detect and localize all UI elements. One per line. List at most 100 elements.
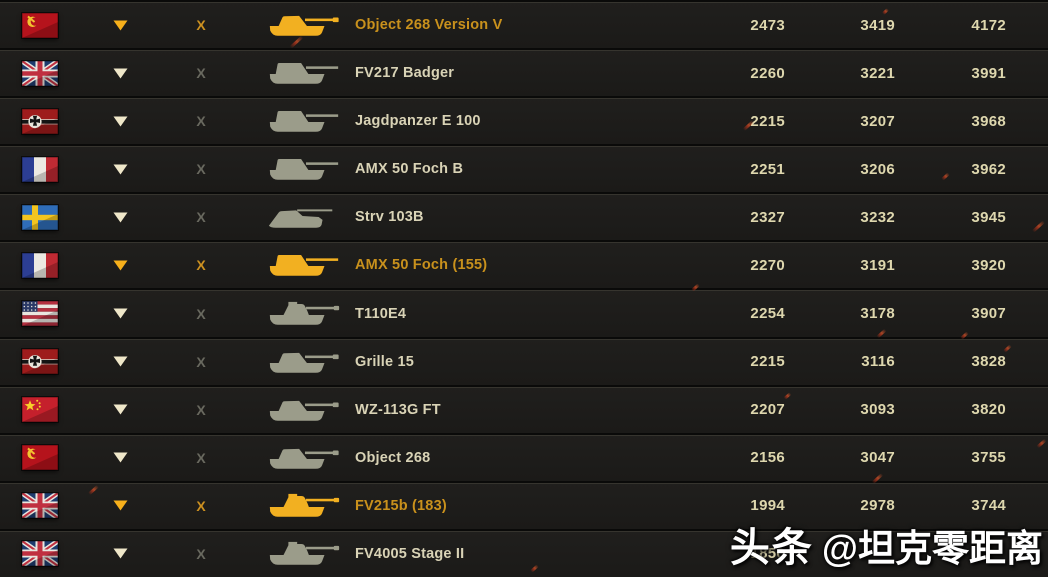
table-row[interactable]: X FV217 Badger 2260 3221 3991 bbox=[0, 48, 1048, 97]
stat-value-3: 3820 bbox=[971, 401, 1006, 419]
table-row[interactable]: X AMX 50 Foch (155) 2270 3191 3920 bbox=[0, 240, 1048, 289]
sort-cell bbox=[80, 68, 160, 79]
tank-silhouette-turreted bbox=[264, 539, 344, 569]
table-row[interactable]: X Object 268 2156 3047 3755 bbox=[0, 432, 1048, 481]
table-row[interactable]: X FV215b (183) 1994 2978 3744 bbox=[0, 480, 1048, 529]
tank-icon-cell bbox=[242, 10, 352, 40]
table-row[interactable]: X Object 268 Version V 2473 3419 4172 bbox=[0, 0, 1048, 49]
tank-name: Object 268 bbox=[355, 449, 431, 466]
sort-cell bbox=[80, 548, 160, 559]
ussr-flag bbox=[22, 12, 58, 38]
flag-cell bbox=[0, 252, 80, 278]
tank-silhouette-casemate-long bbox=[264, 10, 344, 40]
triangle-down-icon[interactable] bbox=[113, 452, 128, 463]
tank-name: AMX 50 Foch (155) bbox=[355, 257, 488, 274]
remove-cell: X bbox=[160, 161, 242, 177]
uk-flag bbox=[22, 493, 58, 519]
flag-cell bbox=[0, 541, 80, 567]
sort-cell bbox=[80, 212, 160, 223]
flag-cell bbox=[0, 445, 80, 471]
stat-value-2: 3116 bbox=[861, 353, 895, 371]
watermark-prefix: 头条 bbox=[729, 526, 814, 570]
table-row[interactable]: X FV4005 Stage II 1850 bbox=[0, 528, 1048, 577]
triangle-down-icon[interactable] bbox=[113, 500, 128, 511]
tank-name: WZ-113G FT bbox=[355, 401, 441, 418]
triangle-down-icon[interactable] bbox=[113, 308, 128, 319]
tank-silhouette-casemate-long bbox=[264, 395, 344, 425]
triangle-down-icon[interactable] bbox=[113, 260, 128, 271]
stat-value-2: 3221 bbox=[860, 64, 895, 82]
triangle-down-icon[interactable] bbox=[113, 164, 128, 175]
triangle-down-icon[interactable] bbox=[113, 548, 128, 559]
tank-silhouette-boxy bbox=[264, 58, 344, 88]
stat-value-1: 2260 bbox=[750, 64, 785, 82]
table-row[interactable]: X WZ-113G FT 2207 3093 3820 bbox=[0, 384, 1048, 433]
tank-silhouette-turreted bbox=[264, 299, 344, 329]
stat-value-3: 3962 bbox=[971, 160, 1006, 178]
triangle-down-icon[interactable] bbox=[113, 68, 128, 79]
flag-cell bbox=[0, 204, 80, 230]
tank-silhouette-boxy bbox=[264, 106, 344, 136]
uk-flag bbox=[22, 541, 58, 567]
remove-x-button[interactable]: X bbox=[196, 17, 206, 34]
sort-cell bbox=[80, 500, 160, 511]
tank-silhouette-casemate-long bbox=[264, 443, 344, 473]
remove-x-button[interactable]: X bbox=[196, 353, 206, 370]
remove-cell: X bbox=[160, 17, 242, 33]
flag-cell bbox=[0, 156, 80, 182]
tank-name: AMX 50 Foch B bbox=[355, 161, 464, 178]
stat-value-2: 2978 bbox=[860, 497, 895, 515]
stat-value-1: 2270 bbox=[750, 256, 785, 274]
tank-icon-cell bbox=[242, 202, 352, 232]
table-row[interactable]: X T110E4 2254 3178 3907 bbox=[0, 288, 1048, 337]
tank-name: Grille 15 bbox=[355, 353, 415, 370]
remove-cell: X bbox=[160, 209, 242, 225]
remove-x-button[interactable]: X bbox=[196, 161, 206, 178]
tank-icon-cell bbox=[242, 539, 352, 569]
triangle-down-icon[interactable] bbox=[113, 20, 128, 31]
remove-x-button[interactable]: X bbox=[196, 401, 206, 418]
remove-cell: X bbox=[160, 498, 242, 514]
china-flag bbox=[22, 397, 58, 423]
stat-value-2: 3191 bbox=[860, 256, 895, 274]
remove-x-button[interactable]: X bbox=[196, 65, 206, 82]
remove-x-button[interactable]: X bbox=[196, 209, 206, 226]
triangle-down-icon[interactable] bbox=[113, 116, 128, 127]
stat-value-1: 2254 bbox=[750, 305, 785, 322]
table-row[interactable]: X Jagdpanzer E 100 2215 3207 3968 bbox=[0, 96, 1048, 145]
remove-x-button[interactable]: X bbox=[196, 449, 206, 466]
remove-x-button[interactable]: X bbox=[196, 257, 206, 274]
stat-value-1: 2251 bbox=[750, 160, 785, 178]
stat-value-3: 4172 bbox=[971, 16, 1006, 34]
table-row[interactable]: X Strv 103B 2327 3232 3945 bbox=[0, 192, 1048, 241]
remove-x-button[interactable]: X bbox=[196, 497, 206, 514]
stat-value-3: 3907 bbox=[971, 305, 1006, 322]
sort-cell bbox=[80, 404, 160, 415]
stat-value-3: 3920 bbox=[971, 256, 1006, 274]
stat-value-1: 1850 bbox=[750, 545, 785, 563]
table-row[interactable]: X Grille 15 2215 3116 3828 bbox=[0, 336, 1048, 385]
stat-value-1: 1994 bbox=[750, 497, 785, 515]
triangle-down-icon[interactable] bbox=[113, 356, 128, 367]
remove-x-button[interactable]: X bbox=[196, 305, 206, 322]
stat-value-2: 3419 bbox=[860, 16, 895, 34]
flag-cell bbox=[0, 60, 80, 86]
triangle-down-icon[interactable] bbox=[113, 212, 128, 223]
remove-x-button[interactable]: X bbox=[196, 113, 206, 130]
tank-silhouette-wedge bbox=[264, 202, 344, 232]
tank-icon-cell bbox=[242, 250, 352, 280]
triangle-down-icon[interactable] bbox=[113, 404, 128, 415]
stat-value-3: 3755 bbox=[971, 449, 1006, 467]
sort-cell bbox=[80, 260, 160, 271]
stat-value-2: 3047 bbox=[860, 449, 895, 467]
tank-silhouette-boxy bbox=[264, 250, 344, 280]
france-flag bbox=[22, 156, 58, 182]
stat-value-1: 2473 bbox=[750, 16, 785, 34]
tank-name: Strv 103B bbox=[355, 209, 424, 226]
stat-value-3: 3744 bbox=[971, 497, 1006, 515]
table-row[interactable]: X AMX 50 Foch B 2251 3206 3962 bbox=[0, 144, 1048, 193]
remove-x-button[interactable]: X bbox=[196, 545, 206, 562]
sort-cell bbox=[80, 20, 160, 31]
flag-cell bbox=[0, 349, 80, 375]
